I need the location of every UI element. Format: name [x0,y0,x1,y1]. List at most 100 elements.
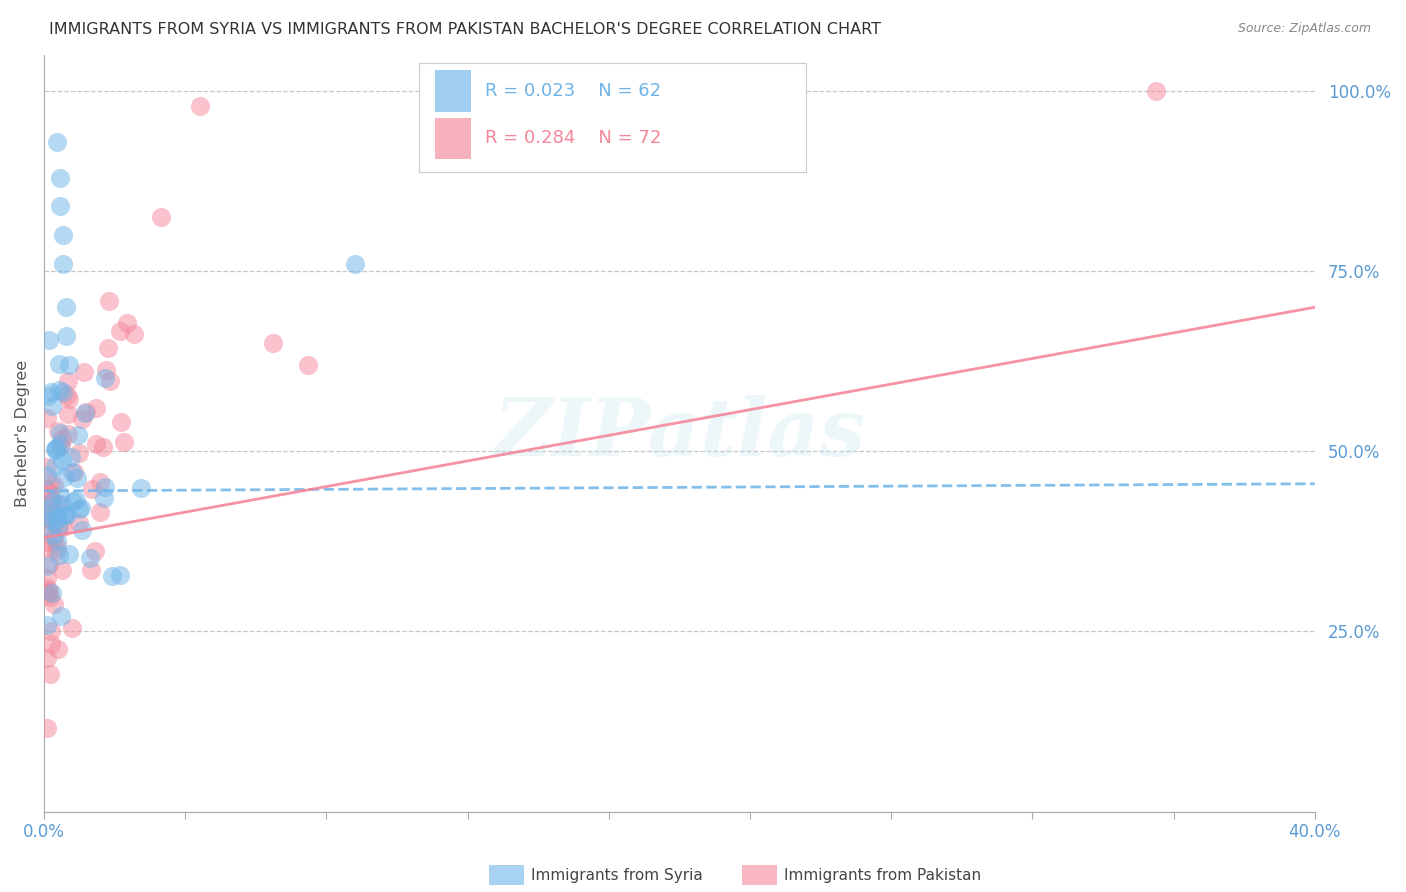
Point [42,528,65,542]
Point [94,371,117,385]
Point [38,486,60,500]
Point [58,358,80,372]
Point [35,540,58,554]
Text: R = 0.023    N = 62: R = 0.023 N = 62 [485,82,661,100]
Point [55,508,77,522]
Point [91,440,114,454]
Point [35,559,58,574]
Point [51,432,73,446]
Point [35,582,58,596]
Point [115,316,138,330]
Bar [436,118,471,159]
Point [38,500,60,515]
Point [101,569,124,583]
Text: Immigrants from Syria: Immigrants from Syria [531,868,703,882]
Point [49,439,72,453]
Point [38,584,60,599]
Point [1144,84,1167,98]
Point [49,426,72,441]
Point [46,511,69,525]
Point [38,333,60,347]
Text: ZIPatlas: ZIPatlas [494,394,866,472]
Point [108,324,131,338]
Point [58,547,80,561]
Point [56,408,79,422]
Point [67,502,90,516]
Point [53,507,76,521]
Point [38,557,60,571]
Point [38,519,60,533]
Point [67,516,90,531]
Point [44,597,66,611]
Point [35,510,58,524]
Point [45,442,67,456]
Point [42,531,65,545]
Point [94,363,117,377]
Point [72,524,94,538]
Point [82,483,104,497]
Point [41,586,63,600]
Point [37,389,59,403]
Point [51,497,73,511]
Point [45,544,67,558]
Point [108,568,131,582]
Point [79,550,101,565]
Point [46,424,69,438]
Point [93,491,115,506]
Point [39,591,62,605]
Point [83,544,105,558]
Bar [436,70,471,112]
Point [48,357,70,371]
Point [262,336,284,351]
Point [45,442,67,457]
Point [35,469,58,483]
Point [35,482,58,496]
Text: R = 0.284    N = 72: R = 0.284 N = 72 [485,129,661,147]
Point [41,399,63,413]
Point [344,257,367,271]
Point [52,384,75,399]
Point [39,624,62,638]
Point [129,481,152,495]
Point [41,494,63,508]
Point [84,401,107,416]
Point [84,437,107,451]
Point [94,480,117,494]
Point [60,465,83,479]
Point [49,609,72,624]
Point [49,437,72,451]
Point [45,513,67,527]
Point [49,170,72,185]
Point [70,411,93,425]
Point [97,341,120,355]
Point [39,494,62,508]
Point [38,666,60,681]
Point [67,446,90,460]
Point [51,563,73,577]
Point [35,534,58,549]
Point [56,388,79,402]
Point [35,508,58,523]
Point [60,621,83,635]
Point [122,326,145,341]
Point [75,405,97,419]
Point [89,475,111,489]
Point [98,294,121,309]
Point [56,374,79,388]
Point [75,406,97,420]
Point [80,563,103,577]
Point [38,477,60,491]
Point [62,494,84,508]
Point [51,453,73,467]
Point [48,488,70,502]
Point [35,618,58,632]
Point [46,641,69,656]
Point [39,514,62,528]
Point [48,383,70,397]
Point [49,199,72,213]
Point [188,98,211,112]
Point [48,549,70,563]
Point [56,508,79,522]
Point [55,300,77,314]
Point [39,637,62,651]
